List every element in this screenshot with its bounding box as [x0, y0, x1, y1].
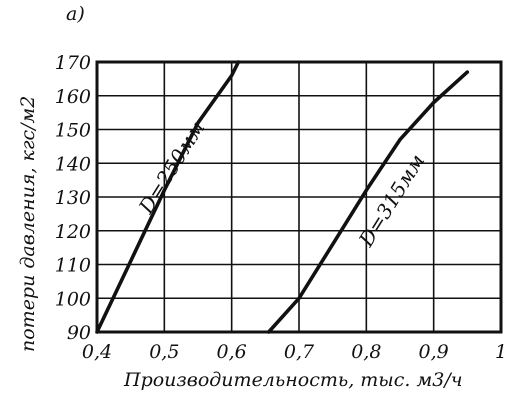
- x-tick-label: 0,7: [284, 341, 315, 363]
- x-tick-label: 0,6: [217, 341, 247, 363]
- panel-label: а): [66, 3, 85, 25]
- series-line-d250: [95, 60, 241, 334]
- x-tick-labels: 0,4 0,5 0,6 0,7 0,8 0,9 1: [82, 341, 507, 363]
- y-tick-label: 140: [55, 153, 91, 175]
- curve-label-d250: D=250мм: [133, 117, 209, 219]
- curve-label-d315: D=315мм: [353, 150, 429, 252]
- y-tick-label: 130: [55, 187, 91, 209]
- y-tick-label: 170: [55, 52, 91, 74]
- x-tick-label: 0,9: [419, 341, 449, 363]
- y-tick-label: 100: [55, 288, 91, 310]
- y-tick-labels: 90 100 110 120 130 140 150 160 170: [55, 52, 91, 344]
- y-tick-label: 90: [67, 322, 91, 344]
- y-tick-label: 150: [55, 120, 91, 142]
- y-tick-label: 110: [55, 255, 91, 277]
- plot-frame: [95, 60, 503, 334]
- x-tick-label: 1: [495, 341, 507, 363]
- y-tick-label: 160: [55, 86, 91, 108]
- x-tick-label: 0,5: [149, 341, 179, 363]
- curves: [95, 60, 470, 334]
- y-tick-label: 120: [55, 221, 91, 243]
- x-tick-label: 0,8: [351, 341, 381, 363]
- series-line-d315: [266, 70, 470, 334]
- x-axis-title: Производительность, тыс. м3/ч: [123, 369, 463, 391]
- x-tick-label: 0,4: [82, 341, 112, 363]
- y-axis-title: потери давления, кгс/м2: [17, 96, 39, 352]
